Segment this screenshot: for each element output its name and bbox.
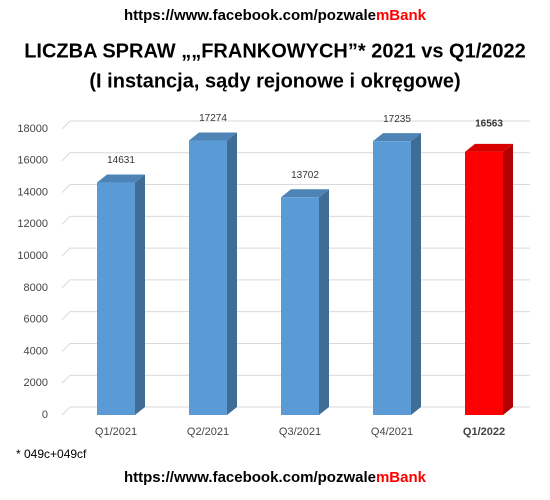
value-label: 17274 <box>199 113 227 124</box>
bar-side <box>503 143 513 415</box>
x-tick-label: Q2/2021 <box>187 426 229 438</box>
bar-top <box>281 189 329 198</box>
y-tick-label: 18000 <box>17 123 48 135</box>
value-label: 16563 <box>475 118 503 129</box>
y-tick-label: 6000 <box>24 314 48 326</box>
url-brand: mBank <box>376 7 427 24</box>
bar-side <box>135 174 145 415</box>
bar <box>97 182 135 415</box>
y-tick-label: 0 <box>42 409 48 421</box>
y-tick-label: 4000 <box>24 345 48 357</box>
bar <box>189 140 227 415</box>
bar <box>373 141 411 415</box>
bar-side <box>319 189 329 415</box>
bar-side <box>227 132 237 415</box>
y-tick-label: 16000 <box>17 155 48 167</box>
chart-subtitle: (I instancja, sądy rejonowe i okręgowe) <box>89 70 460 92</box>
footnote: * 049c+049cf <box>16 447 87 461</box>
grid-line <box>61 120 530 130</box>
bar-top <box>189 132 237 141</box>
value-label: 17235 <box>383 114 411 125</box>
bar-side <box>411 133 421 415</box>
url-text: https://www.facebook.com/pozwale <box>124 469 376 486</box>
chart-title: LICZBA SPRAW „„FRANKOWYCH”* 2021 vs Q1/2… <box>24 40 526 62</box>
x-tick-label: Q4/2021 <box>371 426 413 438</box>
y-tick-label: 14000 <box>17 186 48 198</box>
y-tick-label: 12000 <box>17 218 48 230</box>
footer-url: https://www.facebook.com/pozwalemBank <box>124 469 427 486</box>
bar <box>281 197 319 415</box>
bar-top <box>465 143 513 152</box>
url-text: https://www.facebook.com/pozwale <box>124 7 376 24</box>
x-tick-label: Q3/2021 <box>279 426 321 438</box>
y-tick-label: 8000 <box>24 282 48 294</box>
x-tick-label: Q1/2021 <box>95 426 137 438</box>
value-label: 13702 <box>291 170 319 181</box>
bar-top <box>97 174 145 183</box>
y-tick-label: 10000 <box>17 250 48 262</box>
header-url: https://www.facebook.com/pozwalemBank <box>124 7 427 24</box>
x-tick-label: Q1/2022 <box>463 426 505 438</box>
bar-top <box>373 133 421 142</box>
y-tick-label: 2000 <box>24 377 48 389</box>
value-label: 14631 <box>107 155 135 166</box>
url-brand: mBank <box>376 469 427 486</box>
bar <box>465 151 503 415</box>
